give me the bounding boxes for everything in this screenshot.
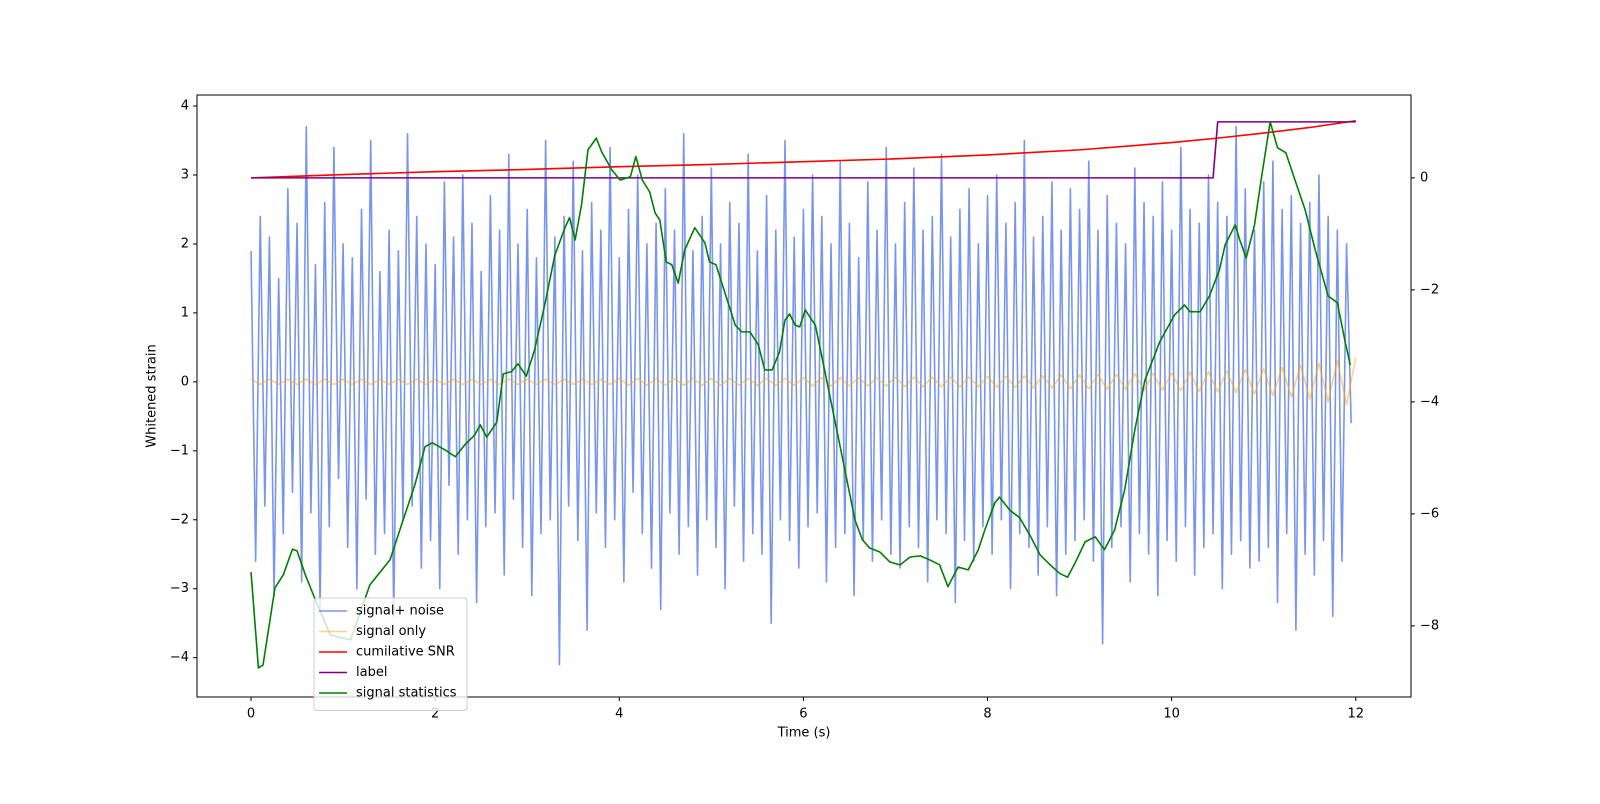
series-line [250,357,1357,406]
y2-tick-label: −4 [1420,394,1439,409]
series-line [251,119,1356,179]
x-axis-label: Time (s) [777,726,831,741]
y-tick-label: −4 [170,650,189,665]
x-tick-label: 10 [1163,707,1180,722]
y-tick-label: 1 [181,305,189,320]
legend-label: signal statistics [356,686,457,701]
y2-tick-label: −2 [1420,282,1439,297]
legend-label: signal+ noise [356,604,444,619]
y2-tick-label: 0 [1420,170,1428,185]
x-tick-label: 4 [615,707,623,722]
legend-box [313,597,468,711]
plot-area [250,119,1357,669]
y-tick-label: −1 [170,443,189,458]
x-tick-label: 0 [247,707,255,722]
x-tick-label: 8 [983,707,991,722]
y-tick-label: 3 [181,167,189,182]
series-line [251,121,1356,179]
series-line [250,125,1352,666]
y-axis-label: Whitened strain [145,344,160,447]
y-tick-label: 2 [181,236,189,251]
y2-tick-label: −8 [1420,618,1439,633]
y2-tick-label: −6 [1420,506,1439,521]
x-tick-label: 12 [1347,707,1364,722]
y-tick-label: 0 [181,374,189,389]
plot-frame [196,94,1412,698]
legend-label: label [356,665,387,680]
y-tick-label: −2 [170,512,189,527]
legend-label: cumilative SNR [356,645,455,660]
y-tick-label: −3 [170,581,189,596]
series-line [250,121,1352,669]
y-tick-label: 4 [181,99,189,114]
x-tick-label: 6 [799,707,807,722]
x-tick-label: 2 [431,707,439,722]
legend-label: signal only [356,624,426,639]
